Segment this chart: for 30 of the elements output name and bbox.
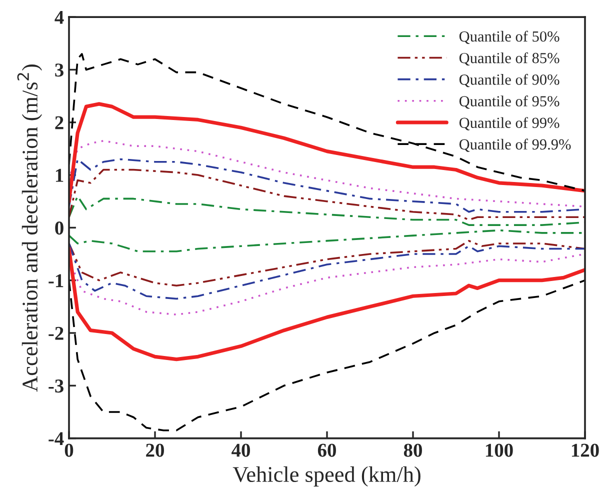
legend-label: Quantile of 99% bbox=[459, 117, 560, 130]
x-tick-label: 20 bbox=[146, 444, 164, 457]
x-tick-label: 60 bbox=[318, 444, 336, 457]
y-tick-label: 4 bbox=[54, 10, 64, 24]
x-tick-label: 80 bbox=[404, 444, 422, 457]
y-tick-label: -2 bbox=[48, 326, 64, 340]
y-tick-label: 0 bbox=[55, 221, 64, 235]
line-series bbox=[69, 168, 585, 221]
x-tick-label: 120 bbox=[572, 444, 599, 457]
legend-label: Quantile of 50% bbox=[459, 30, 560, 44]
legend-label: Quantile of 95% bbox=[459, 95, 560, 109]
x-axis-title: Vehicle speed (km/h) bbox=[232, 466, 420, 487]
y-tick-label: 1 bbox=[56, 168, 64, 182]
y-tick-label: -4 bbox=[48, 432, 64, 446]
y-axis-title: Acceleration and deceleration (m/s$^{2}$) bbox=[17, 64, 42, 392]
y-tick-label: 3 bbox=[55, 64, 64, 77]
line-series bbox=[69, 242, 585, 300]
y-tick-label: -1 bbox=[48, 274, 64, 288]
line-series bbox=[69, 246, 585, 362]
y-tick-label: 2 bbox=[55, 116, 64, 130]
legend-label: Quantile of 99.9% bbox=[459, 138, 571, 152]
line-series bbox=[69, 279, 585, 432]
legend-label: Quantile of 90% bbox=[459, 74, 560, 88]
x-tick-label: 0 bbox=[64, 444, 74, 457]
line-series bbox=[69, 53, 585, 192]
line-series bbox=[69, 240, 585, 286]
legend-label: Quantile of 85% bbox=[459, 52, 560, 66]
x-tick-label: 40 bbox=[232, 444, 250, 457]
y-tick-label: -3 bbox=[48, 380, 64, 393]
x-tick-label: 100 bbox=[486, 444, 513, 457]
